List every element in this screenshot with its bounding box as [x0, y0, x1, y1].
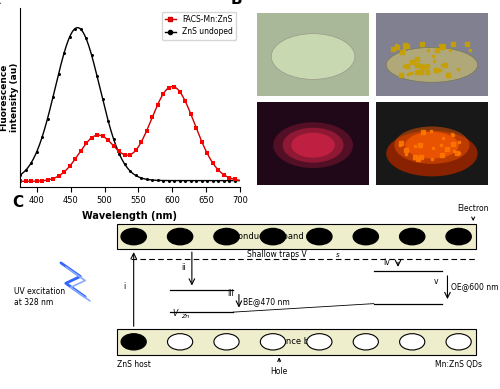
Text: Conduction band: Conduction band: [232, 232, 304, 241]
Text: V: V: [172, 309, 178, 318]
Ellipse shape: [394, 126, 469, 164]
Ellipse shape: [121, 228, 146, 245]
Text: OE@600 nm: OE@600 nm: [452, 282, 499, 291]
Text: A: A: [0, 0, 1, 7]
Y-axis label: Fluorescence
intensity (au): Fluorescence intensity (au): [0, 63, 18, 132]
Ellipse shape: [386, 131, 478, 176]
Bar: [376, 102, 488, 185]
Ellipse shape: [292, 133, 335, 158]
Text: v: v: [434, 277, 438, 286]
Bar: [258, 102, 369, 185]
Text: Valence band: Valence band: [268, 337, 324, 346]
Ellipse shape: [273, 122, 353, 168]
Text: iv: iv: [384, 258, 390, 268]
Text: Zn: Zn: [180, 314, 189, 319]
Text: s: s: [336, 252, 340, 258]
Bar: [376, 13, 488, 96]
X-axis label: Wavelength (nm): Wavelength (nm): [82, 211, 178, 221]
Ellipse shape: [168, 334, 192, 350]
Ellipse shape: [260, 334, 285, 350]
Text: Hole: Hole: [270, 358, 288, 377]
Text: UV excitation
at 328 nm: UV excitation at 328 nm: [14, 287, 65, 307]
Legend: FACS-Mn:ZnS, ZnS undoped: FACS-Mn:ZnS, ZnS undoped: [162, 12, 236, 40]
Text: iii: iii: [227, 289, 234, 298]
Ellipse shape: [446, 228, 471, 245]
Text: BE@470 nm: BE@470 nm: [243, 298, 290, 307]
Ellipse shape: [353, 334, 378, 350]
Ellipse shape: [272, 33, 355, 79]
Ellipse shape: [307, 228, 332, 245]
Text: C: C: [12, 195, 24, 210]
Ellipse shape: [121, 334, 146, 350]
Text: ZnS host: ZnS host: [116, 360, 150, 369]
Text: B: B: [230, 0, 242, 7]
Text: Mn:ZnS QDs: Mn:ZnS QDs: [435, 360, 482, 369]
Ellipse shape: [400, 228, 425, 245]
Ellipse shape: [214, 228, 239, 245]
Ellipse shape: [405, 132, 458, 158]
Bar: [116, 329, 476, 354]
Bar: [116, 224, 476, 249]
Ellipse shape: [307, 334, 332, 350]
Ellipse shape: [260, 228, 285, 245]
Ellipse shape: [214, 334, 239, 350]
Ellipse shape: [168, 228, 192, 245]
Ellipse shape: [400, 334, 425, 350]
Text: i: i: [123, 282, 126, 291]
Ellipse shape: [282, 128, 344, 163]
Ellipse shape: [386, 47, 478, 82]
Ellipse shape: [353, 228, 378, 245]
Bar: [258, 13, 369, 96]
Ellipse shape: [446, 334, 471, 350]
Text: Electron: Electron: [458, 204, 489, 220]
Text: ii: ii: [181, 263, 186, 272]
Text: Shallow traps V: Shallow traps V: [247, 250, 306, 259]
